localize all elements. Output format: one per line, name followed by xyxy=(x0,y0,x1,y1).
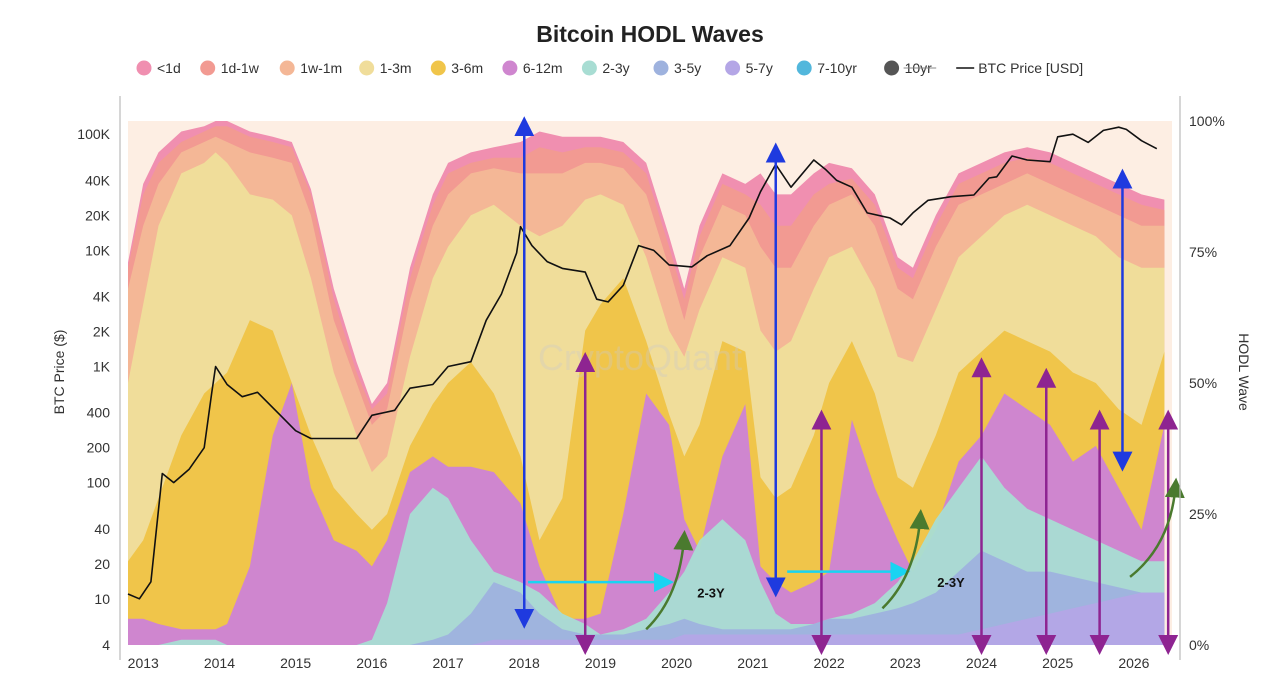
y-left-tick-label: 40K xyxy=(85,172,111,188)
x-tick-label: 2023 xyxy=(890,655,921,671)
legend-marker xyxy=(430,60,446,76)
y-left-tick-label: 1K xyxy=(93,359,111,375)
btc-price-line xyxy=(127,126,1158,600)
y-left-tick-label: 2K xyxy=(93,324,111,340)
y-left-tick-label: 20K xyxy=(85,207,111,223)
y-right-tick-label: 75% xyxy=(1189,244,1217,260)
legend-marker xyxy=(653,60,669,76)
legend-label: 2-3y xyxy=(602,60,629,76)
legend-marker xyxy=(279,60,295,76)
area-5-7y xyxy=(128,592,1165,645)
watermark: CryptoQuant xyxy=(538,337,742,378)
legend-label: 1-3m xyxy=(380,60,412,76)
legend-marker xyxy=(796,60,812,76)
legend-label: 3-5y xyxy=(674,60,701,76)
curved-arrow xyxy=(645,529,694,631)
legend: <1d 1d-1w 1w-1m 1-3m 3-6m 6-12m 2-3y 3-5y 5-7y 7-… xyxy=(136,60,1083,76)
x-tick-label: 2014 xyxy=(204,655,235,671)
y-left-tick-label: 100 xyxy=(87,475,111,491)
x-tick-label: 2022 xyxy=(814,655,845,671)
legend-item-3-5y: 3-5y xyxy=(653,60,701,76)
axes: 2013 2014 2015 2016 2017 2018 2019 2020 2021 2022… xyxy=(77,96,1225,671)
y-right-tick-label: 25% xyxy=(1189,506,1217,522)
legend-label: 1w-1m xyxy=(300,60,342,76)
annotation-arrows xyxy=(514,116,1185,655)
y-left-tick-label: 200 xyxy=(87,440,111,456)
y-left-tick-label: 400 xyxy=(87,405,111,421)
legend-item-2-3y: 2-3y xyxy=(581,60,630,76)
chart-title: Bitcoin HODL Waves xyxy=(536,21,763,47)
legend-marker xyxy=(725,60,741,76)
x-tick-label: 2019 xyxy=(585,655,616,671)
legend-item-7-10yr: 7-10yr xyxy=(796,60,857,76)
x-tick-label: 2021 xyxy=(737,655,768,671)
legend-marker xyxy=(502,60,518,76)
annotation-label: 2-3Y xyxy=(697,586,725,601)
y-left-tick-label: 10K xyxy=(85,242,111,258)
y-right-tick-label: 0% xyxy=(1189,637,1209,653)
annotations: 2-3Y 2-3Y xyxy=(697,575,965,600)
legend-label: 6-12m xyxy=(523,60,563,76)
price-line xyxy=(127,126,1158,600)
legend-label: 5-7y xyxy=(746,60,773,76)
x-tick-label: 2020 xyxy=(661,655,692,671)
legend-label: 7-10yr xyxy=(817,60,857,76)
x-tick-label: 2024 xyxy=(966,655,997,671)
legend-item-5-7y: 5-7y xyxy=(725,60,773,76)
y-left-tick-label: 40 xyxy=(94,521,110,537)
y-axis-right-label: HODL Wave xyxy=(1236,333,1252,411)
y-left-tick-label: 4K xyxy=(93,289,111,305)
legend-item-10yr: 10yr xyxy=(884,60,937,76)
curved-arrow xyxy=(881,509,930,610)
x-tick-label: 2015 xyxy=(280,655,311,671)
hodl-wave-areas xyxy=(128,121,1165,645)
y-right-tick-label: 50% xyxy=(1189,375,1217,391)
legend-marker xyxy=(200,60,216,76)
legend-item-btc-price-usd: BTC Price [USD] xyxy=(956,60,1083,76)
x-tick-label: 2017 xyxy=(432,655,463,671)
legend-item-1w-1m: 1w-1m xyxy=(279,60,342,76)
x-tick-label: 2016 xyxy=(356,655,387,671)
legend-label: BTC Price [USD] xyxy=(978,60,1083,76)
area-3-5y xyxy=(128,550,1165,645)
legend-item-3-6m: 3-6m xyxy=(430,60,483,76)
legend-item-6-12m: 6-12m xyxy=(502,60,563,76)
x-tick-label: 2025 xyxy=(1042,655,1073,671)
legend-label: 1d-1w xyxy=(221,60,260,76)
annotation-label: 2-3Y xyxy=(937,575,965,590)
legend-item-1-3m: 1-3m xyxy=(359,60,412,76)
legend-marker xyxy=(884,60,900,76)
curved-arrow xyxy=(1129,477,1185,578)
y-left-tick-label: 10 xyxy=(94,591,110,607)
x-tick-label: 2013 xyxy=(128,655,159,671)
y-left-tick-label: 4 xyxy=(102,637,110,653)
legend-marker xyxy=(359,60,375,76)
legend-marker xyxy=(581,60,597,76)
legend-label: <1d xyxy=(157,60,181,76)
legend-item-1d: <1d xyxy=(136,60,181,76)
area-2-3y xyxy=(128,456,1165,645)
y-left-tick-label: 100K xyxy=(77,126,110,142)
y-right-tick-label: 100% xyxy=(1189,113,1225,129)
x-tick-label: 2026 xyxy=(1118,655,1149,671)
legend-label: 3-6m xyxy=(451,60,483,76)
x-tick-label: 2018 xyxy=(509,655,540,671)
y-left-tick-label: 20 xyxy=(94,556,110,572)
y-axis-left-label: BTC Price ($) xyxy=(51,330,67,415)
legend-marker xyxy=(136,60,152,76)
legend-item-1d-1w: 1d-1w xyxy=(200,60,260,76)
